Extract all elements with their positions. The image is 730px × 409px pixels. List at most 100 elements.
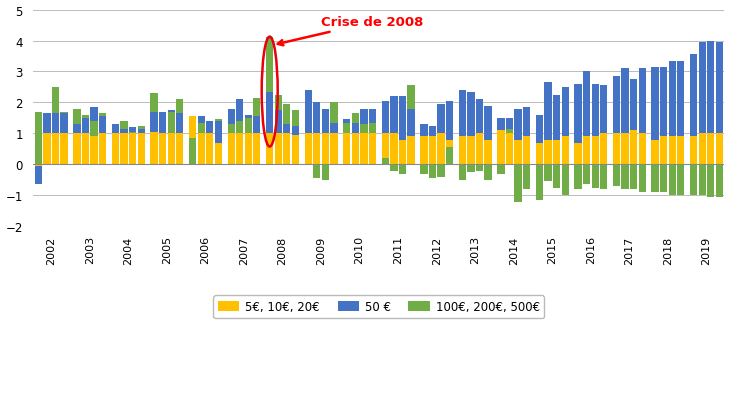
Bar — [189, 117, 196, 165]
Bar — [669, 165, 676, 196]
Bar — [292, 136, 299, 165]
Bar — [476, 134, 483, 165]
Bar — [369, 109, 376, 165]
Bar — [497, 131, 504, 165]
Bar — [583, 165, 591, 185]
Bar — [407, 109, 415, 165]
Bar — [313, 134, 320, 165]
Bar — [399, 97, 406, 165]
Bar — [168, 112, 175, 165]
Bar — [198, 117, 205, 165]
Bar — [699, 165, 706, 196]
Bar — [112, 125, 119, 165]
Bar — [446, 140, 453, 165]
Bar — [613, 77, 620, 165]
Bar — [575, 165, 582, 190]
Bar — [91, 137, 98, 165]
Bar — [99, 114, 107, 165]
Bar — [515, 109, 522, 165]
Bar — [707, 134, 715, 165]
Bar — [660, 67, 667, 165]
Bar — [536, 165, 543, 200]
Bar — [129, 134, 137, 165]
Bar — [600, 134, 607, 165]
Bar — [536, 143, 543, 165]
Bar — [523, 165, 530, 190]
Bar — [35, 112, 42, 165]
Bar — [176, 100, 183, 165]
Bar — [73, 125, 80, 165]
Bar — [391, 165, 398, 171]
Bar — [476, 100, 483, 165]
Bar — [583, 137, 591, 165]
Bar — [699, 134, 706, 165]
Bar — [150, 94, 158, 165]
Bar — [236, 134, 243, 165]
Bar — [458, 165, 466, 180]
Bar — [73, 134, 80, 165]
Bar — [639, 165, 646, 193]
Bar — [621, 165, 629, 190]
Bar — [639, 134, 646, 165]
Bar — [61, 114, 68, 165]
Bar — [715, 134, 723, 165]
Bar — [283, 105, 291, 165]
Bar — [274, 111, 282, 165]
Bar — [506, 134, 513, 165]
Bar — [437, 134, 445, 165]
Bar — [304, 91, 312, 165]
Bar — [198, 123, 205, 165]
Bar — [506, 119, 513, 165]
Bar — [43, 114, 50, 165]
Bar — [245, 119, 252, 165]
Bar — [189, 139, 196, 165]
Bar — [168, 111, 175, 165]
Bar — [322, 134, 329, 165]
Bar — [215, 120, 222, 165]
Bar — [536, 115, 543, 165]
Bar — [361, 125, 367, 165]
Bar — [446, 148, 453, 165]
Bar — [382, 159, 389, 165]
Bar — [677, 61, 685, 165]
Bar — [458, 91, 466, 165]
Bar — [313, 103, 320, 165]
Bar — [215, 122, 222, 165]
Bar — [35, 165, 42, 166]
Bar — [369, 134, 376, 165]
Bar — [545, 83, 552, 165]
Bar — [292, 126, 299, 165]
Bar — [283, 134, 291, 165]
Bar — [228, 109, 235, 165]
Bar — [266, 92, 273, 165]
Bar — [228, 134, 235, 165]
Bar — [523, 137, 530, 165]
Bar — [137, 129, 145, 165]
Bar — [651, 140, 658, 165]
Bar — [91, 122, 98, 165]
Bar — [429, 165, 436, 179]
Bar — [467, 92, 474, 165]
Bar — [266, 38, 273, 165]
Bar — [159, 134, 166, 165]
Bar — [61, 112, 68, 165]
Bar — [369, 123, 376, 165]
Bar — [553, 165, 560, 188]
Bar — [506, 129, 513, 165]
Bar — [561, 165, 569, 196]
Bar — [699, 43, 706, 165]
Bar — [429, 137, 436, 165]
Bar — [283, 125, 291, 165]
Bar — [391, 134, 398, 165]
Bar — [236, 100, 243, 165]
Bar — [313, 165, 320, 179]
Bar — [613, 165, 620, 187]
Bar — [583, 72, 591, 165]
Bar — [497, 165, 504, 174]
Bar — [253, 99, 261, 165]
Bar — [497, 119, 504, 165]
Bar — [330, 103, 337, 165]
Bar — [52, 88, 59, 165]
Bar — [399, 165, 406, 174]
Bar — [322, 109, 329, 165]
